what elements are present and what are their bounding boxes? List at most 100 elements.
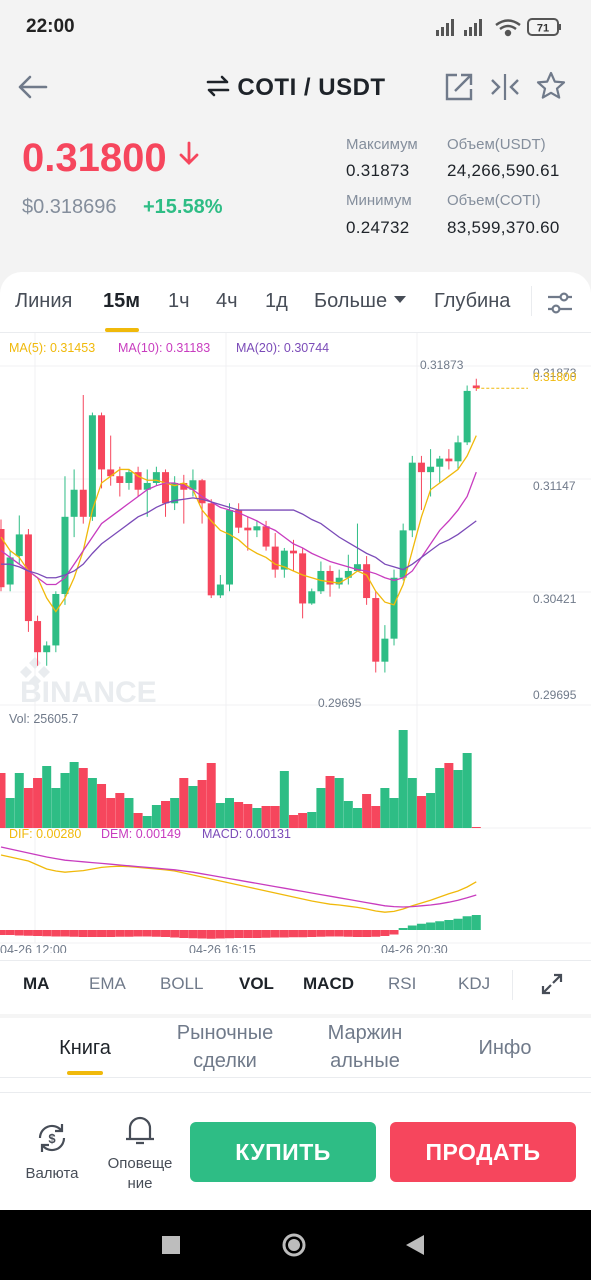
macd-bar [462, 916, 472, 930]
tab-line[interactable]: Линия [15, 290, 73, 312]
macd-bar [343, 930, 353, 937]
volume-bar [225, 798, 234, 828]
candle-body [15, 534, 23, 557]
vol-usdt-label: Объем(USDT) [447, 136, 546, 153]
tab-order-book[interactable]: Книга [59, 1037, 111, 1059]
tab-margin[interactable]: Маржин альные [300, 1019, 430, 1075]
candlestick-chart[interactable]: BINANCE MA(5): 0.31453 MA(10): 0.31183 M… [0, 333, 591, 953]
indicator-vol[interactable]: VOL [239, 974, 274, 993]
ma5-legend: MA(5): 0.31453 [9, 341, 95, 355]
alerts-button[interactable]: Оповеще ние [100, 1112, 180, 1198]
star-icon[interactable] [535, 70, 567, 102]
candle-body [408, 462, 416, 531]
indicator-ma[interactable]: MA [23, 974, 50, 993]
macd-bar [243, 930, 253, 938]
indicator-boll[interactable]: BOLL [160, 974, 204, 993]
candle-body [235, 510, 243, 528]
caret-down-icon [393, 296, 406, 303]
macd-bar [252, 930, 262, 938]
candle-body [262, 526, 270, 547]
macd-bar [288, 930, 298, 938]
volume-bar [444, 763, 454, 828]
axis-label-last: 0.31800 [533, 370, 577, 384]
volume-bar [362, 794, 372, 828]
volume-bars [0, 730, 481, 828]
candle-body [436, 458, 444, 467]
tab-depth[interactable]: Глубина [434, 290, 511, 312]
candle-body [125, 472, 133, 483]
fullscreen-icon[interactable] [540, 972, 564, 996]
macd-bar [453, 918, 463, 930]
macd-bar [161, 930, 171, 937]
sell-button[interactable]: ПРОДАТЬ [390, 1122, 576, 1182]
tab-1h[interactable]: 1ч [168, 290, 190, 312]
tab-market-trades[interactable]: Рыночные сделки [160, 1019, 290, 1075]
macd-bar [133, 930, 143, 937]
candle-body [308, 591, 316, 604]
usd-price: $0.318696 [22, 196, 117, 218]
macd-bar [444, 920, 454, 930]
ma10-line [0, 471, 477, 586]
indicator-kdj[interactable]: KDJ [458, 974, 491, 993]
candle-body [134, 472, 142, 490]
volume-bar [453, 770, 463, 828]
chart-settings-icon[interactable] [546, 290, 574, 316]
volume-bar [252, 808, 262, 828]
volume-bar [234, 802, 244, 828]
candle-body [244, 527, 252, 531]
tab-info[interactable]: Инфо [478, 1037, 532, 1059]
volume-bar [133, 813, 143, 828]
volume-bar [307, 812, 317, 828]
candle-body [24, 534, 32, 622]
buy-button[interactable]: КУПИТЬ [190, 1122, 376, 1182]
candle-body [427, 466, 435, 473]
tab-1d[interactable]: 1д [265, 290, 288, 312]
home-icon[interactable] [280, 1231, 308, 1259]
vol-usdt-value: 24,266,590.61 [447, 161, 560, 180]
macd-bar [435, 921, 445, 930]
compare-icon[interactable] [488, 72, 522, 102]
macd-bar [197, 930, 207, 939]
macd-bar [60, 930, 70, 937]
candle-body [390, 577, 398, 639]
volume-bar [78, 768, 88, 828]
indicator-rsi[interactable]: RSI [388, 974, 417, 993]
candle-body [6, 557, 14, 585]
macd-bar [426, 922, 436, 930]
watermark: BINANCE [20, 676, 157, 709]
currency-label: Валюта [25, 1165, 79, 1182]
pair-title[interactable]: COTI / USDT [0, 74, 591, 102]
macd-bar [0, 930, 6, 935]
volume-bar [197, 780, 207, 828]
macd-bar [170, 930, 180, 938]
ma20-line [1, 497, 477, 579]
low-value: 0.24732 [346, 218, 410, 237]
tab-more-label: Больше [314, 290, 388, 312]
tab-4h[interactable]: 4ч [216, 290, 238, 312]
tab-15m[interactable]: 15м [103, 290, 141, 312]
volume-bar [188, 786, 198, 828]
volume-bar [161, 801, 171, 828]
macd-bar [352, 930, 362, 937]
currency-exchange-icon: $ [38, 1124, 66, 1152]
indicator-ema[interactable]: EMA [89, 974, 126, 993]
back-icon[interactable] [404, 1233, 426, 1257]
indicator-macd[interactable]: MACD [303, 974, 354, 993]
macd-bar [151, 930, 161, 937]
volume-bar [69, 762, 79, 828]
back-arrow-icon[interactable] [16, 72, 50, 102]
bottom-tab-indicator [67, 1071, 103, 1075]
swap-icon [207, 75, 230, 97]
alerts-label-line2: ние [127, 1175, 153, 1192]
volume-bar [471, 827, 481, 828]
currency-button[interactable]: $ Валюта [14, 1120, 90, 1190]
volume-bar [325, 776, 335, 828]
volume-bar [398, 730, 408, 828]
macd-bar [115, 930, 125, 937]
tab-more[interactable]: Больше [314, 290, 407, 313]
volume-bar [462, 753, 472, 828]
recents-icon[interactable] [162, 1236, 180, 1254]
min-annotation: 0.29695 [318, 696, 362, 710]
status-time: 22:00 [26, 16, 75, 37]
share-icon[interactable] [444, 72, 474, 102]
